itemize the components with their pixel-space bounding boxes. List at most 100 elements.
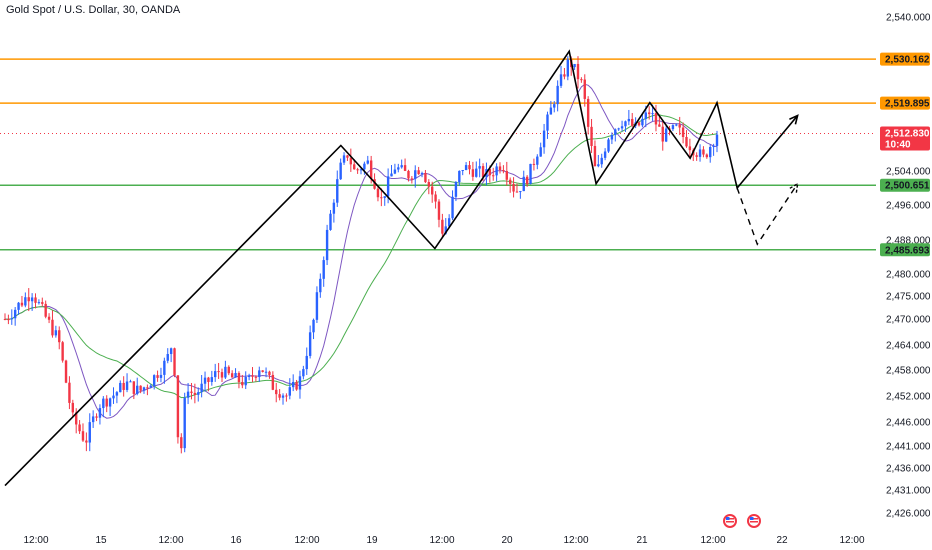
x-tick-label: 12:00 [294, 535, 319, 546]
candle-body [644, 112, 647, 119]
y-tick-label: 2,470.000 [886, 315, 931, 326]
candle-body [319, 278, 322, 293]
candle-body [627, 118, 631, 122]
candle-body [254, 376, 258, 378]
candle-body [268, 371, 271, 375]
candle-body [468, 165, 471, 170]
candle-body [393, 169, 397, 174]
candle-body [234, 372, 237, 378]
candle-body [488, 169, 492, 176]
candle-body [586, 98, 590, 127]
us-flag-icon-stripe [726, 518, 734, 520]
ma-slow-line [4, 114, 718, 399]
candle-body [159, 374, 163, 378]
x-tick-label: 19 [366, 535, 378, 546]
x-tick-label: 12:00 [158, 535, 183, 546]
candle-body [251, 375, 254, 377]
candle-body [444, 226, 447, 234]
candle-body [64, 360, 68, 383]
candle-body [536, 156, 539, 165]
last-price-tag-box [880, 126, 930, 151]
candle-body [61, 342, 64, 361]
candle-body [149, 385, 152, 388]
candle-body [241, 382, 244, 386]
candle-body [369, 160, 373, 180]
level-tag-text: 2,519.895 [885, 99, 930, 110]
candle-body [631, 118, 634, 126]
candle-body [115, 392, 119, 396]
candle-body [13, 309, 17, 319]
candle-body [342, 155, 346, 163]
candle-body [108, 398, 112, 407]
candle-body [386, 176, 390, 197]
level-tag-box [880, 96, 930, 110]
candle-body [431, 186, 434, 195]
candle-body [156, 375, 159, 378]
x-tick-label: 20 [501, 535, 513, 546]
candle-body [566, 59, 570, 77]
projection-dashed [736, 183, 799, 246]
candle-body [658, 124, 661, 127]
candle-body [542, 130, 546, 148]
candle-body [288, 387, 291, 396]
candle-body [312, 319, 315, 333]
candle-body [339, 162, 342, 180]
candle-body [146, 387, 149, 389]
candle-body [305, 355, 308, 370]
us-flag-icon-stripe [750, 521, 758, 523]
candle-body [529, 163, 532, 185]
candle-body [410, 178, 414, 180]
x-tick-label: 12:00 [429, 535, 454, 546]
y-tick-label: 2,446.000 [886, 418, 931, 429]
candle-body [176, 375, 180, 438]
candle-body [600, 157, 603, 165]
candle-body [359, 169, 363, 171]
candle-body [78, 424, 81, 432]
candle-body [47, 316, 51, 320]
candle-body [556, 85, 559, 105]
candle-body [539, 147, 542, 157]
level-tag-text: 2,500.651 [885, 181, 930, 192]
moving-averages [4, 83, 718, 419]
candle-body [217, 371, 220, 373]
candle-body [437, 201, 441, 220]
candle-body [51, 319, 54, 336]
candle-body [54, 330, 58, 336]
level-tag-box [880, 52, 930, 66]
candle-body [247, 375, 251, 377]
candle-body [24, 297, 27, 306]
candle-body [475, 168, 478, 177]
level-tag: 2,519.895 [880, 96, 930, 110]
y-tick-label: 2,475.000 [886, 292, 931, 303]
candle-body [559, 74, 563, 86]
candle-body [407, 170, 410, 179]
candle-body [220, 372, 224, 378]
y-tick-label: 2,452.000 [886, 392, 931, 403]
x-tick-label: 22 [776, 535, 788, 546]
candle-body [27, 297, 30, 302]
candle-body [353, 164, 356, 170]
candle-body [549, 107, 553, 115]
candle-body [610, 135, 614, 140]
candle-body [593, 145, 597, 167]
candle-body [614, 129, 617, 136]
candle-body [434, 194, 437, 202]
candle-body [95, 416, 98, 418]
candle-body [298, 376, 302, 390]
level-tag-box [880, 243, 930, 257]
candle-body [183, 397, 186, 449]
y-tick-label: 2,431.000 [886, 486, 931, 497]
candle-body [261, 370, 264, 372]
candle-body [281, 395, 285, 398]
candle-body [10, 318, 13, 320]
ma-fast-line [4, 83, 718, 419]
candle-body [675, 124, 678, 126]
candle-body [495, 166, 498, 176]
candle-body [647, 112, 651, 115]
candle-body [481, 166, 485, 178]
candle-body [651, 113, 654, 115]
candle-body [403, 165, 407, 171]
us-flag-icon-stripe [726, 521, 734, 523]
candle-body [563, 74, 566, 77]
